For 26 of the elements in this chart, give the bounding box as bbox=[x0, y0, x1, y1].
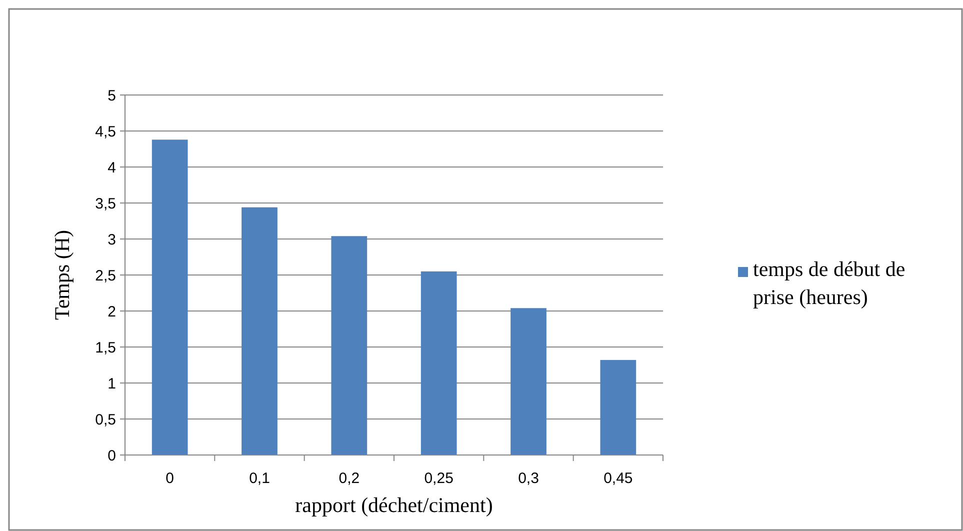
bar bbox=[600, 360, 636, 455]
y-tick-label: 1 bbox=[108, 375, 116, 392]
bar bbox=[152, 140, 188, 455]
x-tick-label: 0,25 bbox=[424, 470, 454, 487]
bar bbox=[331, 236, 368, 455]
bar bbox=[242, 207, 278, 455]
y-tick-label: 3 bbox=[108, 231, 116, 248]
y-tick-label: 3,5 bbox=[95, 195, 116, 212]
y-tick-label: 5 bbox=[108, 87, 116, 104]
x-tick-label: 0,1 bbox=[249, 470, 270, 487]
y-axis-title: Temps (H) bbox=[50, 230, 74, 320]
y-tick-label: 1,5 bbox=[95, 339, 116, 356]
bar bbox=[510, 308, 546, 455]
y-tick-label: 4,5 bbox=[95, 123, 116, 140]
legend-label: temps de début de prise (heures) bbox=[753, 257, 906, 309]
y-tick-label: 0,5 bbox=[95, 411, 116, 428]
y-tick-label: 0 bbox=[108, 447, 116, 464]
y-tick-label: 2,5 bbox=[95, 267, 116, 284]
bar bbox=[420, 271, 457, 455]
x-tick-label: 0,45 bbox=[604, 470, 633, 487]
x-axis-title: rapport (déchet/ciment) bbox=[295, 493, 493, 517]
y-tick-label: 2 bbox=[108, 303, 116, 320]
x-tick-label: 0,3 bbox=[518, 470, 539, 487]
x-tick-label: 0,2 bbox=[338, 470, 360, 487]
y-tick-label: 4 bbox=[108, 159, 116, 176]
x-tick-label: 0 bbox=[166, 470, 174, 487]
